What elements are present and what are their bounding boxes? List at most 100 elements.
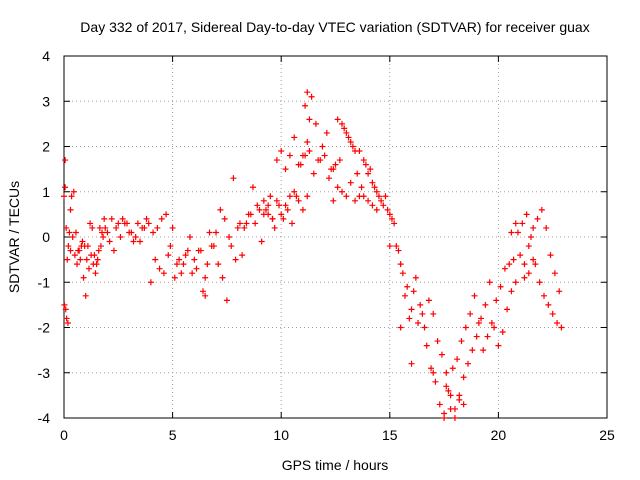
data-point [484, 333, 491, 340]
y-tick-label: 0 [42, 229, 50, 245]
data-point [232, 256, 239, 263]
data-point [504, 306, 511, 313]
data-point [110, 247, 117, 254]
data-point [467, 310, 474, 317]
y-tick-label: -4 [38, 410, 51, 426]
data-point [486, 279, 493, 286]
data-point [501, 265, 508, 272]
data-point [117, 234, 124, 240]
data-point [186, 234, 193, 240]
data-point [408, 306, 415, 313]
data-point [464, 360, 471, 367]
data-point [173, 261, 180, 268]
data-point [241, 224, 248, 231]
data-point [356, 148, 363, 155]
data-point [345, 134, 352, 141]
data-point [343, 129, 350, 136]
data-point [67, 247, 74, 254]
x-tick-label: 20 [491, 427, 507, 443]
data-point [89, 224, 96, 231]
data-point [123, 220, 130, 227]
data-point [447, 392, 454, 399]
data-point [547, 252, 554, 259]
data-point [291, 134, 298, 141]
data-point [262, 206, 269, 213]
data-point [297, 161, 304, 168]
data-point [280, 215, 287, 222]
data-point [61, 193, 67, 200]
data-point [99, 229, 106, 236]
data-point [64, 319, 71, 326]
data-point [95, 247, 102, 254]
data-point [265, 202, 272, 209]
data-point [451, 415, 458, 421]
data-point [254, 202, 261, 209]
data-point [163, 211, 170, 218]
data-point [508, 288, 515, 295]
data-point [106, 238, 113, 245]
data-point [441, 415, 448, 421]
data-point [456, 392, 463, 399]
data-point [165, 252, 172, 259]
y-tick-label: 2 [42, 139, 50, 155]
data-point [386, 243, 393, 250]
data-point [260, 197, 267, 204]
data-point [473, 333, 480, 340]
data-point [412, 274, 419, 281]
data-point [430, 369, 437, 376]
data-point [284, 206, 291, 213]
data-point [302, 152, 309, 159]
data-point [200, 288, 207, 295]
data-point [304, 89, 311, 96]
data-point [269, 215, 276, 222]
data-point [506, 261, 513, 268]
data-point [66, 229, 73, 236]
y-tick-label: 1 [42, 184, 50, 200]
data-point [273, 157, 280, 164]
data-point [234, 224, 241, 231]
data-point [210, 243, 217, 250]
data-point [430, 310, 437, 317]
data-point [204, 261, 211, 268]
data-point [271, 224, 278, 231]
data-point [156, 265, 163, 272]
data-point [443, 369, 450, 376]
data-point [249, 184, 256, 191]
y-tick-label: -3 [38, 365, 51, 381]
data-point [100, 234, 107, 240]
data-point [62, 306, 69, 313]
data-point [358, 184, 365, 191]
data-point [306, 148, 313, 155]
data-point [375, 193, 382, 200]
data-point [87, 220, 94, 227]
data-point [260, 211, 267, 218]
data-point [480, 347, 487, 354]
data-point [182, 252, 189, 259]
data-point [462, 324, 469, 331]
data-point [83, 256, 90, 263]
data-point [197, 247, 204, 254]
data-point [113, 224, 120, 231]
data-point [312, 120, 319, 127]
data-point [495, 342, 502, 349]
data-point [69, 234, 76, 240]
data-point [193, 265, 200, 272]
data-point [362, 161, 369, 168]
data-point [72, 229, 79, 236]
data-point [556, 288, 563, 295]
x-tick-label: 0 [60, 427, 68, 443]
data-point [534, 215, 541, 222]
data-point [499, 329, 506, 336]
data-point [85, 265, 92, 272]
data-point [410, 288, 417, 295]
data-point [391, 220, 398, 227]
data-point [367, 166, 374, 173]
y-tick-label: 3 [42, 93, 50, 109]
data-point [545, 301, 552, 308]
data-point [438, 351, 445, 358]
data-point [145, 220, 152, 227]
data-point [491, 324, 498, 331]
data-point [512, 220, 519, 227]
data-point [510, 256, 517, 263]
